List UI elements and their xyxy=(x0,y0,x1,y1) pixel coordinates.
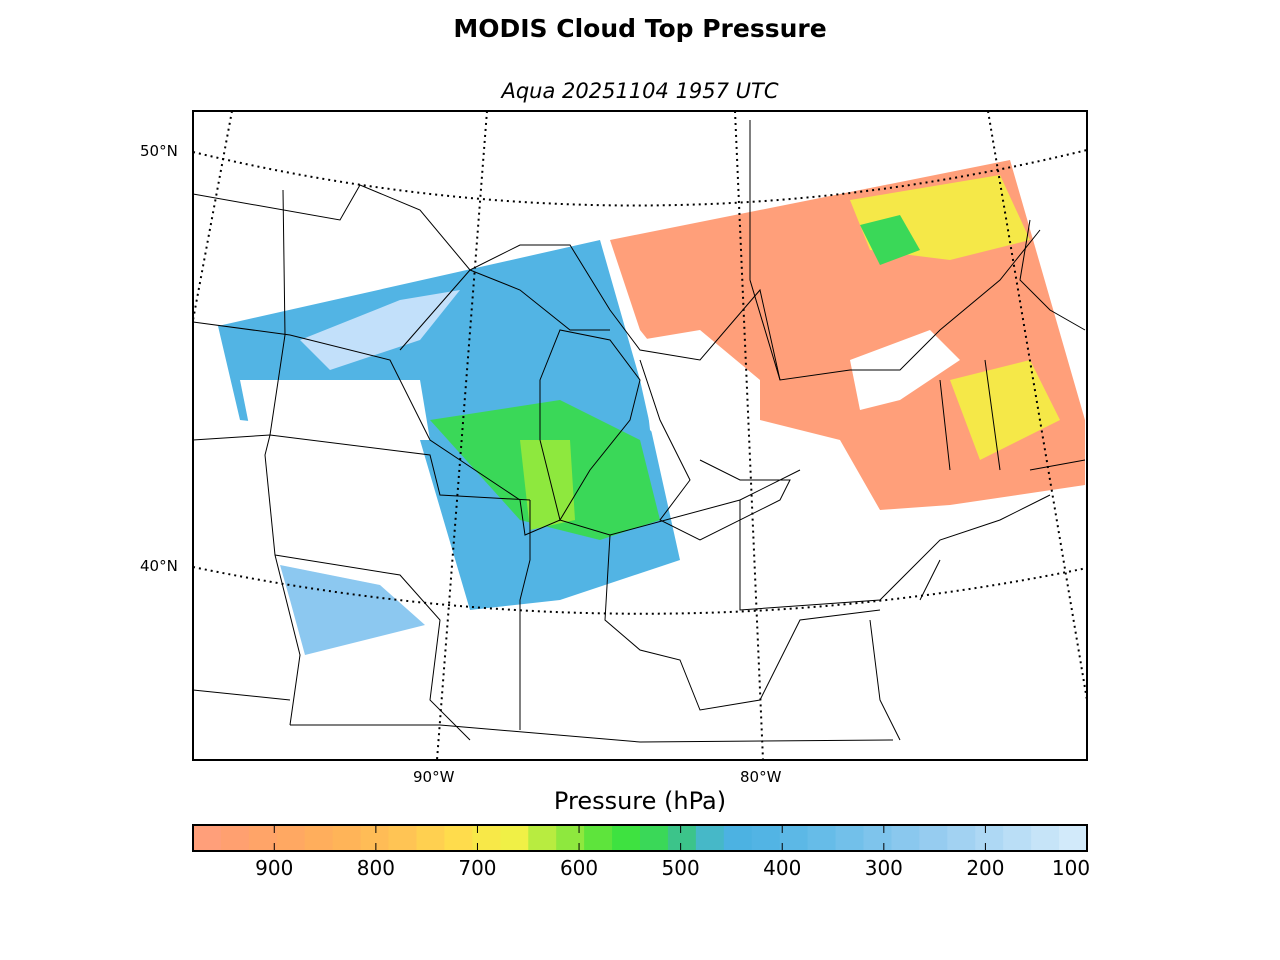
colorbar-title: Pressure (hPa) xyxy=(553,787,727,815)
colorbar xyxy=(193,825,1088,851)
colorbar-segment xyxy=(640,825,669,851)
cloud-green-2 xyxy=(520,440,575,530)
colorbar-segment xyxy=(528,825,557,851)
colorbar-segment xyxy=(360,825,390,851)
colorbar-segment xyxy=(919,825,948,851)
colorbar-segment xyxy=(500,825,529,851)
colorbar-segment xyxy=(1003,825,1032,851)
colorbar-tick-label: 300 xyxy=(864,856,903,880)
colorbar-tick-label: 200 xyxy=(966,856,1005,880)
colorbar-tick-label: 500 xyxy=(661,856,700,880)
colorbar-segment xyxy=(193,825,222,851)
lat-label-40n: 40°N xyxy=(140,557,178,575)
colorbar-segment xyxy=(556,825,585,851)
cloud-yellow-2 xyxy=(950,360,1060,460)
colorbar-tick-label: 400 xyxy=(763,856,802,880)
cloud-lightblue xyxy=(280,565,425,655)
figure-subtitle: Aqua 20251104 1957 UTC xyxy=(501,79,779,103)
colorbar-tick-label: 700 xyxy=(458,856,497,880)
colorbar-segment xyxy=(248,825,278,851)
colorbar-segment xyxy=(444,825,473,851)
clear-gap-2 xyxy=(240,380,430,440)
lon-label-80w: 80°W xyxy=(740,768,782,786)
colorbar-segment xyxy=(304,825,334,851)
colorbar-segment xyxy=(751,825,781,851)
lon-label-90w: 90°W xyxy=(413,768,455,786)
colorbar-segment xyxy=(891,825,920,851)
colorbar-segment xyxy=(947,825,976,851)
colorbar-segment xyxy=(584,825,613,851)
map-frame xyxy=(192,110,1088,761)
cloud-green-3 xyxy=(860,215,920,265)
clear-gap-1 xyxy=(640,330,880,520)
colorbar-segment xyxy=(472,825,501,851)
colorbar-segment xyxy=(779,825,809,851)
colorbar-segment xyxy=(863,825,893,851)
colorbar-segment xyxy=(612,825,641,851)
colorbar-tick-label: 600 xyxy=(559,856,599,880)
colorbar-segment xyxy=(835,825,865,851)
colorbar-segment xyxy=(220,825,250,851)
colorbar-segment xyxy=(1031,825,1060,851)
colorbar-segment xyxy=(667,825,697,851)
clear-gap-3 xyxy=(850,330,960,410)
graticule xyxy=(193,111,1087,760)
colorbar-segment xyxy=(416,825,446,851)
colorbar-tick-label: 800 xyxy=(356,856,395,880)
lat-label-50n: 50°N xyxy=(140,142,178,160)
colorbar-segment xyxy=(276,825,306,851)
boundaries xyxy=(193,120,1086,743)
colorbar-segment xyxy=(807,825,837,851)
colorbar-tick-label: 900 xyxy=(255,856,294,880)
colorbar-segment xyxy=(1059,825,1088,851)
colorbar-segment xyxy=(975,825,1004,851)
colorbar-segment xyxy=(388,825,418,851)
cloud-paleblue xyxy=(300,290,460,370)
colorbar-segment xyxy=(723,825,753,851)
colorbar-frame xyxy=(192,824,1088,852)
colorbar-segment xyxy=(695,825,725,851)
map-area xyxy=(193,111,1087,760)
figure-title: MODIS Cloud Top Pressure xyxy=(453,14,827,43)
colorbar-tick-label: 100 xyxy=(1051,856,1091,880)
colorbar-segment xyxy=(332,825,362,851)
